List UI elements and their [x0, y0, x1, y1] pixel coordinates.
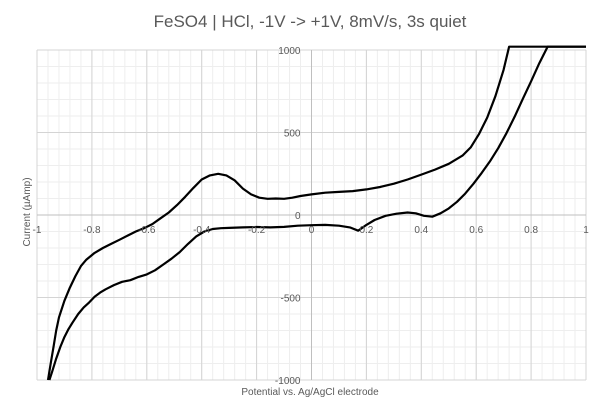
x-tick-label: -0.6: [138, 225, 156, 236]
y-axis-title: Current (µAmp): [22, 177, 33, 246]
x-tick-label: -0.4: [193, 225, 211, 236]
chart-title: FeSO4 | HCl, -1V -> +1V, 8mV/s, 3s quiet: [154, 12, 467, 31]
series-line-1: [48, 45, 586, 381]
x-tick-label: 0: [309, 225, 315, 236]
series-line-2: [46, 45, 586, 381]
y-tick-label: 1000: [278, 46, 301, 57]
x-tick-label: 0.2: [359, 225, 373, 236]
x-axis-title: Potential vs. Ag/AgCl electrode: [241, 387, 379, 398]
tick-labels: -1 -0.8 -0.6 -0.4 -0.2 0 0.2 0.4 0.6 0.8 1 -1000 -50…: [33, 46, 590, 387]
y-tick-label: 500: [284, 129, 301, 140]
x-tick-label: -0.8: [83, 225, 101, 236]
x-tick-label: 0.4: [414, 225, 428, 236]
x-tick-label: 0.6: [469, 225, 483, 236]
x-tick-label: 1: [583, 225, 589, 236]
axes: [37, 50, 586, 380]
y-tick-label: -500: [280, 294, 300, 305]
x-tick-label: 0.8: [524, 225, 538, 236]
x-tick-label: -1: [33, 225, 42, 236]
series-layer: [46, 45, 586, 381]
x-tick-label: -0.2: [248, 225, 266, 236]
y-tick-label: -1000: [275, 376, 301, 387]
y-tick-label: 0: [295, 211, 301, 222]
